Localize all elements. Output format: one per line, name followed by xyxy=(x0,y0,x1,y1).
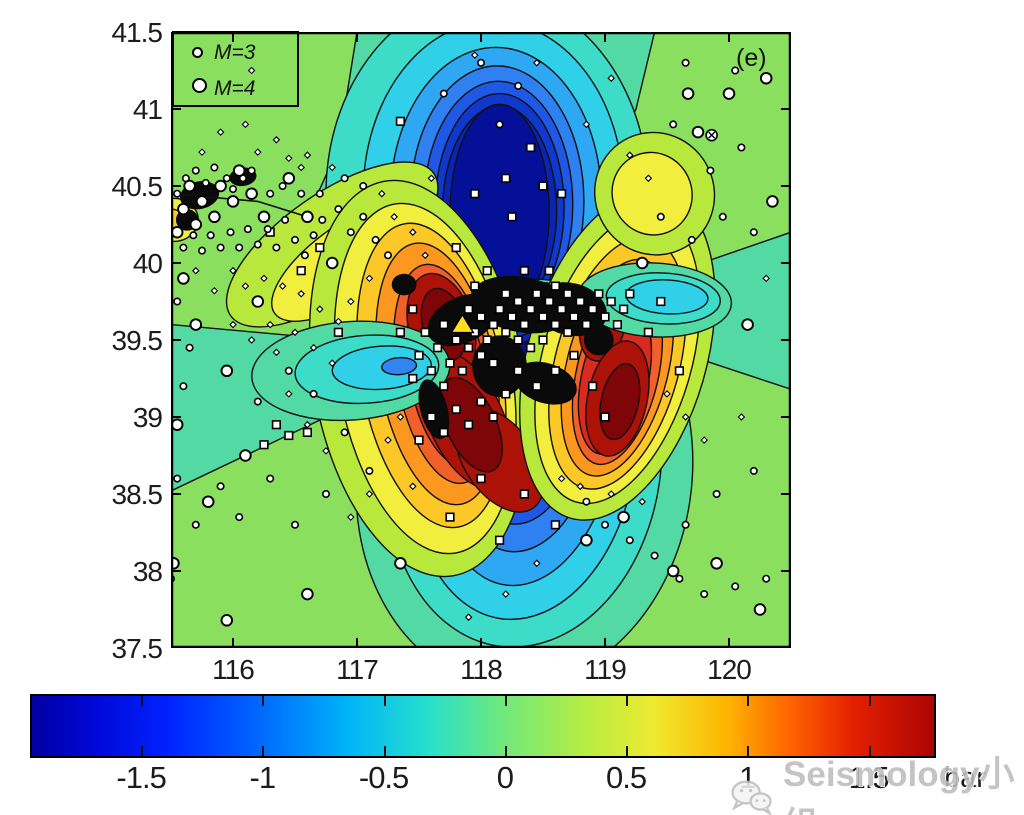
contour-map-svg xyxy=(171,32,791,648)
colorbar-tick xyxy=(868,696,871,706)
x-tick-label: 120 xyxy=(707,654,752,685)
x-tick-label: 119 xyxy=(584,654,627,685)
colorbar-tick xyxy=(141,696,144,706)
colorbar-tick-label: 0 xyxy=(496,760,514,795)
colorbar-tick xyxy=(262,696,265,706)
contour-map xyxy=(171,32,791,648)
y-tick-label: 37.5 xyxy=(111,633,164,664)
y-tick-label: 40 xyxy=(132,248,163,279)
colorbar-tick xyxy=(504,696,507,706)
colorbar-tick-label: -1 xyxy=(249,760,277,795)
colorbar-tick xyxy=(747,746,750,756)
colorbar-tick xyxy=(141,746,144,756)
mainshock-marker xyxy=(450,313,475,334)
axes-frame xyxy=(171,32,791,648)
x-tick-label: 118 xyxy=(460,654,503,685)
panel-label: (e) xyxy=(736,44,767,72)
eq-markers-small-diamonds xyxy=(192,51,770,621)
colorbar-tick xyxy=(383,746,386,756)
y-tick-label: 39.5 xyxy=(111,325,164,356)
y-tick-label: 40.5 xyxy=(111,171,164,202)
x-tick-label: 116 xyxy=(212,654,255,685)
legend-label-m4: M=4 xyxy=(214,77,256,100)
colorbar-tick-label: 0.5 xyxy=(605,760,647,795)
y-tick-label: 41 xyxy=(132,94,163,125)
y-tick-label: 39 xyxy=(132,402,163,433)
m3-circle-icon xyxy=(192,47,203,58)
colorbar-tick-label: -1.5 xyxy=(116,760,166,795)
eq-markers-squares xyxy=(259,116,685,545)
eq-markers-m3-circles xyxy=(171,58,771,599)
colorbar-tick-label: -0.5 xyxy=(358,760,409,795)
x-tick-label: 117 xyxy=(336,654,379,685)
m4-circle-icon xyxy=(192,78,207,93)
legend-row-m3: M=3 xyxy=(174,33,297,69)
contour-field xyxy=(171,32,791,648)
colorbar-tick xyxy=(868,746,871,756)
colorbar-tick xyxy=(747,696,750,706)
y-tick-label: 38.5 xyxy=(111,479,164,510)
legend-row-m4: M=4 xyxy=(174,69,297,105)
colorbar-tick xyxy=(262,746,265,756)
magnitude-legend: M=3 M=4 xyxy=(172,31,299,107)
y-tick-label: 38 xyxy=(132,556,163,587)
eq-markers-m4-circles xyxy=(171,71,779,627)
colorbar xyxy=(30,694,936,758)
y-tick-label: 41.5 xyxy=(111,17,164,48)
colorbar-unit-label: bar xyxy=(944,762,986,794)
colorbar-tick-label: 1.5 xyxy=(848,760,889,795)
colorbar-tick xyxy=(504,746,507,756)
colorbar-tick-label: 1 xyxy=(739,760,756,795)
colorbar-tick xyxy=(626,696,629,706)
circle-x-marker xyxy=(705,128,718,142)
legend-label-m3: M=3 xyxy=(214,41,256,64)
colorbar-tick xyxy=(383,696,386,706)
colorbar-tick xyxy=(626,746,629,756)
